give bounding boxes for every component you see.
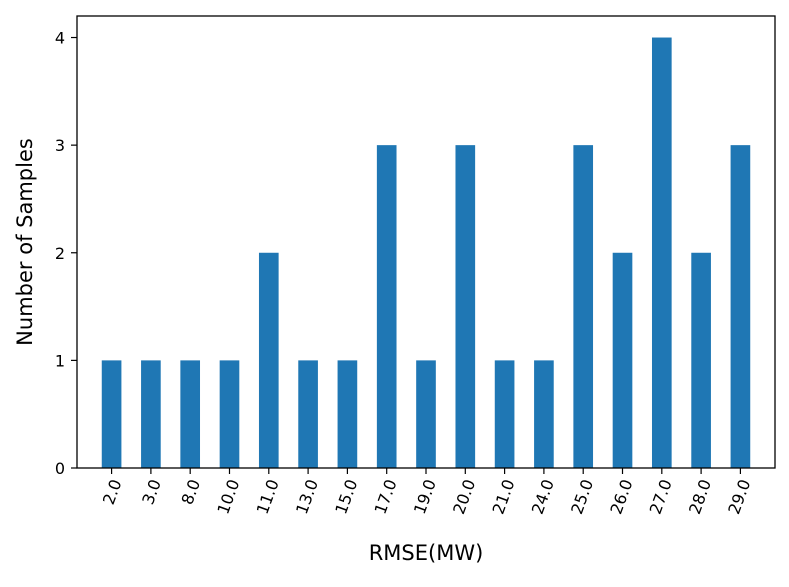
bar-26.0	[612, 252, 633, 468]
bar-20.0	[455, 145, 476, 468]
bar-25.0	[573, 145, 594, 468]
x-tick-label: 8.0	[178, 477, 205, 507]
x-tick-label: 28.0	[685, 477, 715, 517]
bar-2.0	[101, 360, 122, 468]
x-tick-label: 13.0	[292, 477, 322, 517]
y-tick-label: 3	[55, 136, 65, 155]
y-tick-label: 2	[55, 244, 65, 263]
bar-3.0	[141, 360, 161, 468]
x-tick-label: 3.0	[138, 477, 165, 507]
bar-19.0	[416, 360, 436, 468]
x-tick-label: 24.0	[528, 477, 558, 517]
y-axis: 0 1 2 3 4	[55, 29, 77, 478]
bar-28.0	[691, 252, 711, 468]
x-tick-label: 27.0	[646, 477, 676, 517]
x-tick-label: 10.0	[213, 477, 243, 517]
y-tick-label: 0	[55, 459, 65, 478]
bar-8.0	[180, 360, 201, 468]
x-tick-label: 17.0	[371, 477, 401, 517]
bar-24.0	[534, 360, 554, 468]
x-tick-label: 26.0	[606, 477, 636, 517]
y-axis-title: Number of Samples	[13, 138, 37, 346]
bar-13.0	[298, 360, 318, 468]
x-axis: 2.0 3.0 8.0 10.0 11.0 13.0 15.0 17.0 19.0 20.0 21.…	[99, 468, 754, 517]
bar-21.0	[494, 360, 515, 468]
x-tick-label: 19.0	[410, 477, 440, 517]
bar-15.0	[337, 360, 358, 468]
x-tick-label: 25.0	[567, 477, 597, 517]
bar-11.0	[258, 252, 279, 468]
x-tick-label: 20.0	[449, 477, 479, 517]
bars-layer	[101, 37, 751, 469]
x-tick-label: 21.0	[488, 477, 518, 517]
y-tick-label: 1	[55, 351, 65, 370]
x-tick-label: 2.0	[99, 477, 126, 507]
y-tick-label: 4	[55, 29, 65, 48]
x-tick-label: 29.0	[724, 477, 754, 517]
bar-27.0	[651, 37, 672, 469]
bar-10.0	[219, 360, 240, 468]
bar-17.0	[376, 145, 397, 468]
bar-29.0	[730, 145, 751, 468]
x-axis-title: RMSE(MW)	[369, 541, 484, 565]
x-tick-label: 11.0	[253, 477, 283, 517]
x-tick-label: 15.0	[331, 477, 361, 517]
